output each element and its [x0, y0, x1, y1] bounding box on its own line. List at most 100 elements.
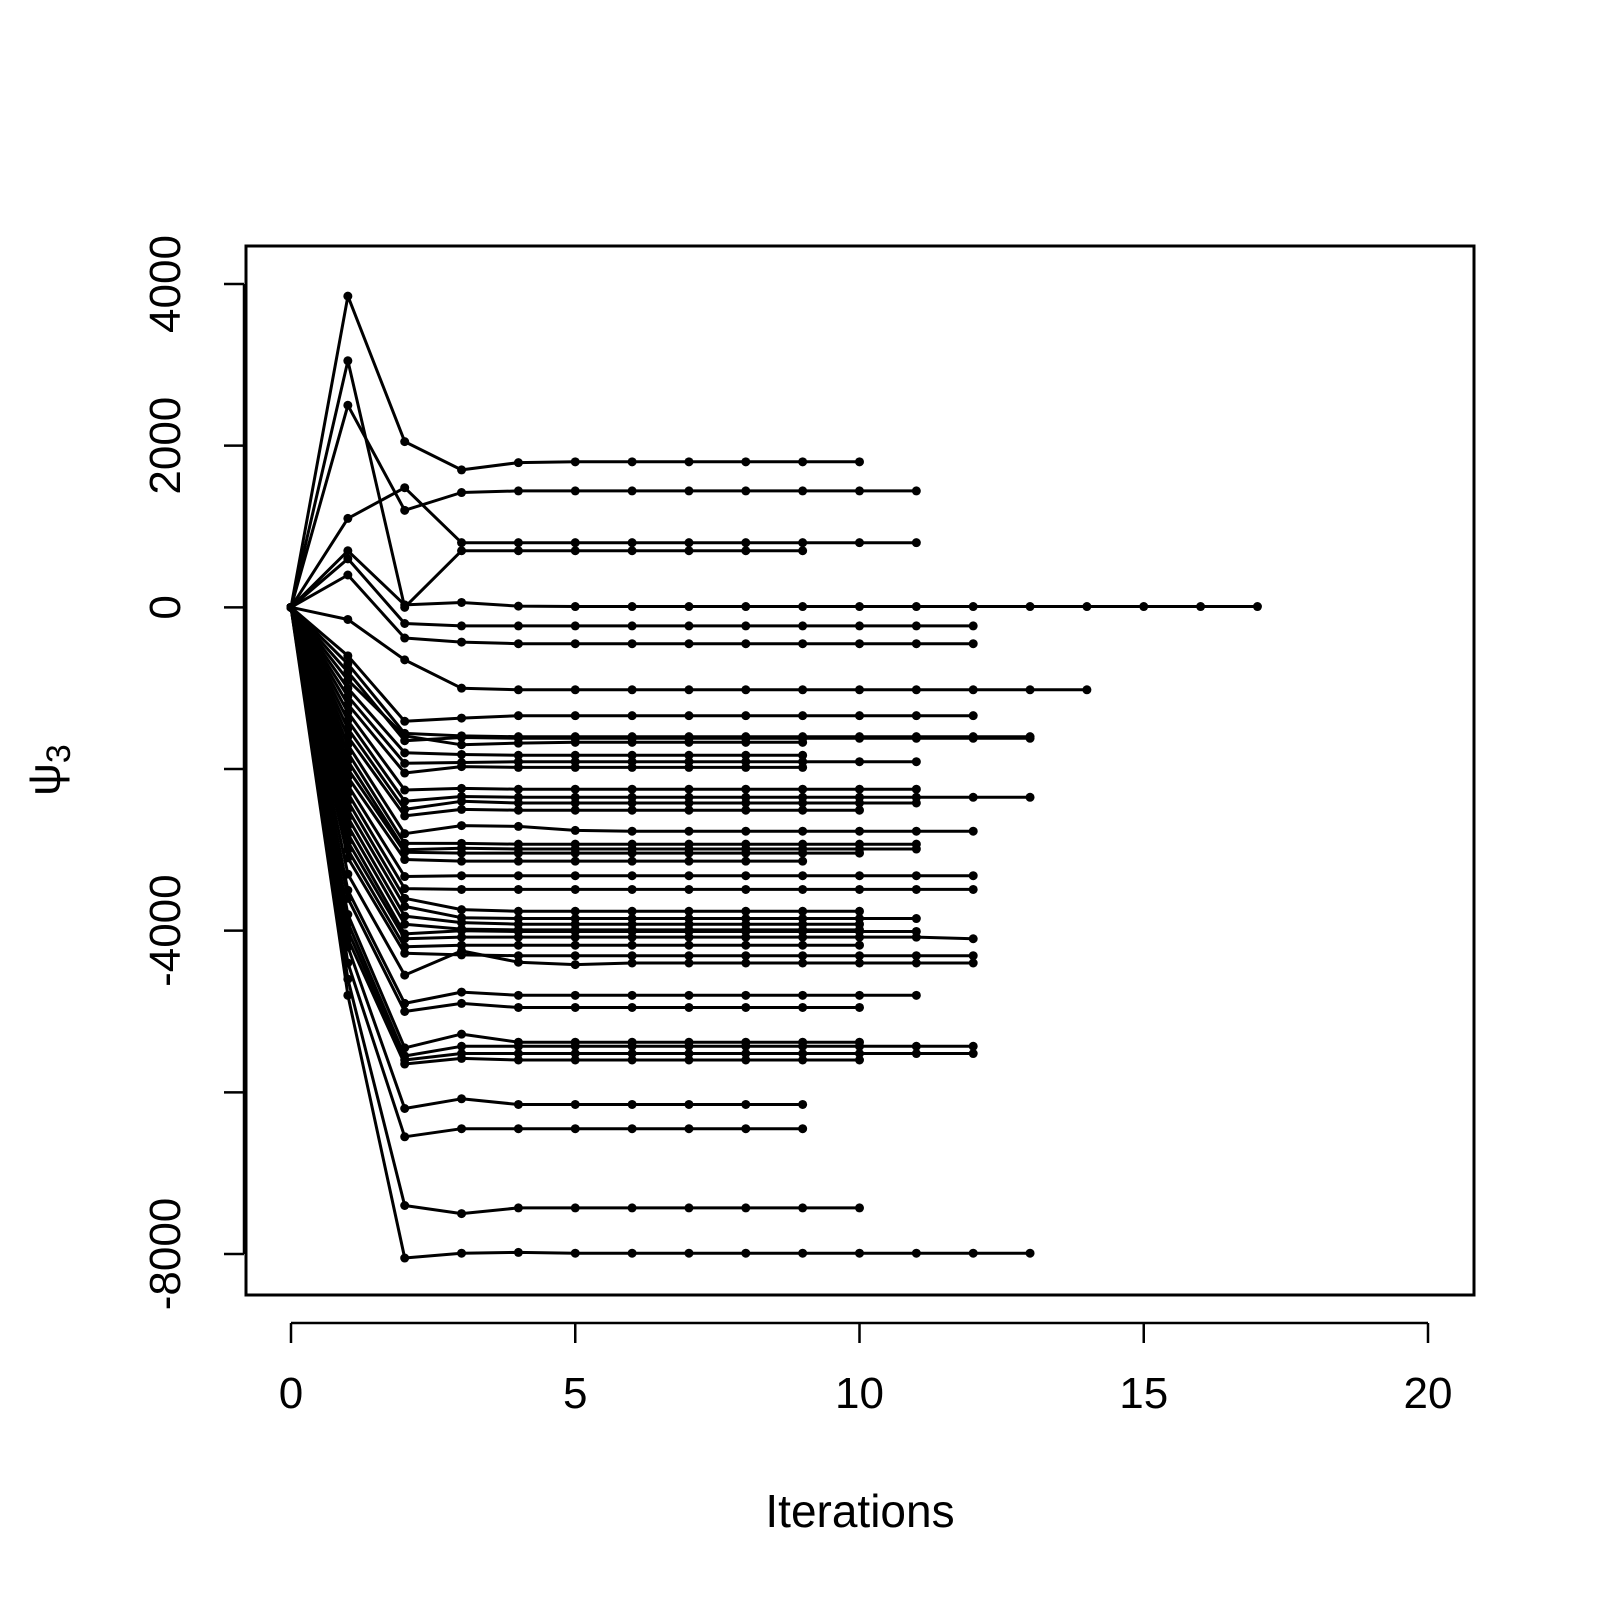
data-point — [570, 1099, 580, 1109]
data-point — [570, 848, 580, 858]
data-point — [1025, 685, 1035, 695]
data-point — [513, 458, 523, 468]
data-point — [968, 1049, 978, 1059]
data-point — [741, 784, 751, 794]
data-point — [400, 970, 410, 980]
data-point — [741, 805, 751, 815]
data-point — [855, 486, 864, 496]
data-point — [513, 932, 523, 942]
data-point — [1025, 602, 1035, 612]
data-point — [627, 711, 637, 721]
series — [286, 356, 808, 612]
data-point — [457, 732, 467, 742]
data-point — [627, 750, 637, 760]
data-point — [627, 856, 637, 866]
series-line — [289, 549, 1258, 609]
data-point — [400, 1132, 410, 1142]
series — [286, 602, 921, 795]
series-line — [289, 606, 917, 852]
data-point — [741, 884, 751, 894]
series-line — [289, 606, 1031, 803]
data-point — [911, 884, 921, 894]
data-point — [343, 554, 353, 564]
data-point — [684, 1041, 694, 1051]
data-point — [627, 1203, 637, 1213]
data-point — [513, 639, 523, 649]
data-point — [684, 602, 694, 612]
data-point — [457, 538, 467, 548]
data-point — [798, 685, 808, 695]
data-point — [513, 750, 523, 760]
data-point — [513, 738, 523, 748]
data-point — [911, 932, 921, 942]
data-point — [627, 1049, 637, 1059]
data-point — [798, 1041, 808, 1051]
data-point — [627, 685, 637, 695]
data-point — [343, 667, 353, 677]
data-point — [513, 990, 523, 1000]
series-line — [289, 607, 917, 1005]
x-tick-label: 10 — [835, 1369, 884, 1418]
data-point — [457, 749, 467, 759]
data-point — [741, 621, 751, 631]
data-point — [343, 356, 353, 366]
data-point — [741, 750, 751, 760]
x-axis: 0 5 10 15 20 — [279, 1321, 1452, 1418]
series-line — [289, 359, 803, 609]
data-point — [855, 951, 864, 961]
data-point — [798, 486, 808, 496]
data-point — [627, 1055, 637, 1065]
series-line — [289, 486, 917, 609]
x-axis-title: Iterations — [765, 1485, 954, 1537]
data-point — [684, 784, 694, 794]
data-point — [400, 655, 410, 665]
data-point — [457, 998, 467, 1008]
data-point — [570, 538, 580, 548]
data-point — [457, 1209, 467, 1219]
data-point — [457, 804, 467, 814]
data-point — [400, 1104, 410, 1113]
data-point — [400, 884, 410, 894]
data-point — [968, 958, 978, 968]
data-point — [855, 711, 864, 721]
data-point — [570, 884, 580, 894]
data-point — [513, 762, 523, 772]
data-point — [627, 457, 637, 467]
data-point — [798, 940, 808, 950]
data-point — [911, 784, 921, 794]
data-point — [855, 1002, 864, 1012]
data-point — [513, 1099, 523, 1109]
data-point — [570, 639, 580, 649]
data-point — [513, 601, 523, 611]
data-point — [911, 685, 921, 695]
data-point — [570, 737, 580, 747]
data-point — [798, 750, 808, 760]
data-point — [400, 829, 410, 839]
data-point — [570, 960, 580, 970]
data-point — [627, 906, 637, 916]
data-point — [627, 951, 637, 961]
data-point — [513, 538, 523, 548]
y-tick-label: 0 — [141, 595, 190, 619]
data-point — [627, 762, 637, 772]
data-point — [400, 872, 410, 882]
data-point — [1025, 733, 1035, 743]
data-point — [343, 570, 353, 580]
data-point — [684, 958, 694, 968]
data-point — [855, 621, 864, 631]
data-point — [513, 1049, 523, 1059]
series-line — [289, 606, 917, 811]
data-point — [968, 934, 978, 944]
data-point — [798, 951, 808, 961]
data-point — [457, 871, 467, 881]
data-point — [684, 884, 694, 894]
series — [286, 602, 864, 1069]
data-point — [798, 737, 808, 747]
data-point — [855, 798, 864, 808]
data-point — [855, 538, 864, 548]
data-point — [855, 906, 864, 916]
data-point — [741, 1248, 751, 1258]
data-point — [911, 990, 921, 1000]
y-axis-title: ψ3 — [18, 744, 78, 796]
